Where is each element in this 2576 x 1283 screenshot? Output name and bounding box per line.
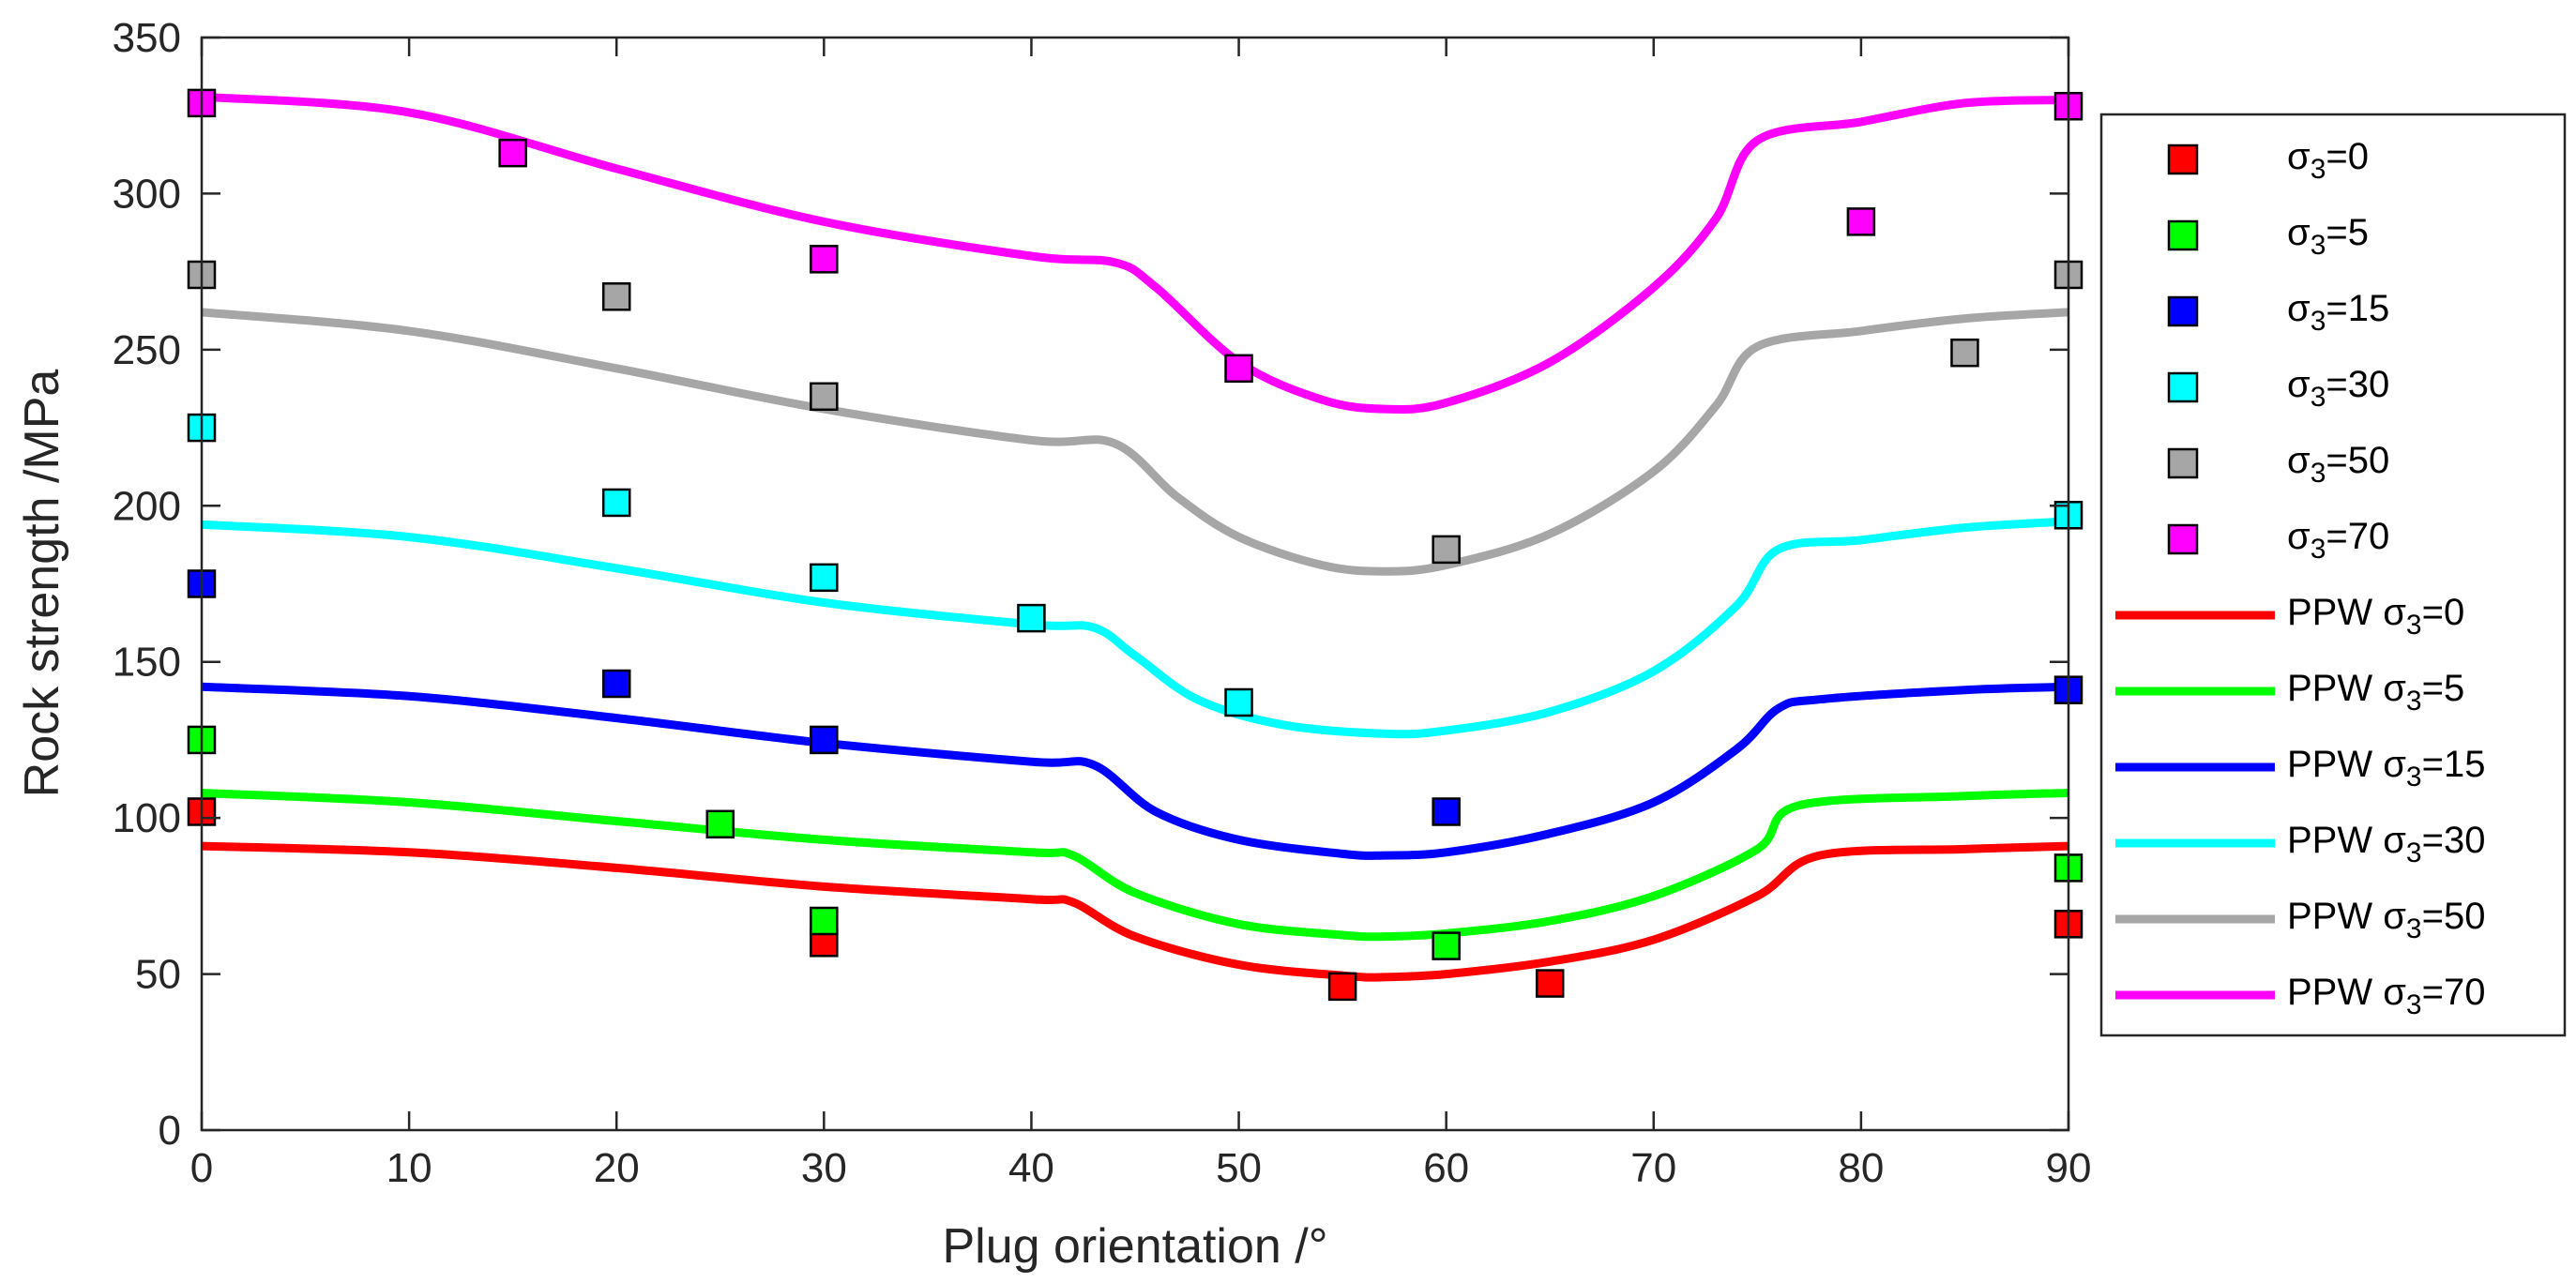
line-ppw-sigma3-15 bbox=[201, 682, 2069, 860]
y-tick-label: 50 bbox=[135, 952, 181, 998]
legend-label: σ3=50 bbox=[2287, 440, 2389, 489]
x-tick-label: 10 bbox=[386, 1145, 432, 1191]
legend-entry-sigma3-15: σ3=15 bbox=[2167, 288, 2389, 337]
legend-entry-ppw-sigma3-0: PPW σ3=0 bbox=[2115, 592, 2464, 641]
marker-sigma3-5 bbox=[810, 906, 839, 936]
legend-box bbox=[2099, 113, 2567, 1037]
marker-sigma3-0 bbox=[1327, 972, 1357, 1002]
marker-sigma3-50 bbox=[810, 382, 839, 412]
marker-sigma3-5 bbox=[1432, 931, 1461, 960]
marker-sigma3-5 bbox=[705, 809, 735, 839]
marker-sigma3-30 bbox=[601, 488, 631, 518]
legend: σ3=0 σ3=5 σ3=15 σ3=30 σ3=50 σ3=70 PPW σ3=0 PPW … bbox=[2099, 113, 2567, 1037]
marker-sigma3-0 bbox=[1535, 969, 1565, 998]
legend-label: PPW σ3=15 bbox=[2287, 744, 2485, 792]
legend-entry-ppw-sigma3-70: PPW σ3=70 bbox=[2115, 972, 2485, 1020]
x-tick-label: 50 bbox=[1216, 1145, 1262, 1191]
marker-sigma3-70 bbox=[498, 138, 527, 168]
legend-marker bbox=[2167, 523, 2199, 555]
marker-sigma3-70 bbox=[810, 245, 839, 274]
legend-marker bbox=[2167, 295, 2199, 327]
marker-sigma3-50 bbox=[1950, 338, 1979, 368]
marker-sigma3-50 bbox=[601, 282, 631, 311]
legend-entry-ppw-sigma3-30: PPW σ3=30 bbox=[2115, 820, 2485, 868]
x-axis-label: Plug orientation /° bbox=[942, 1219, 1327, 1274]
marker-sigma3-70 bbox=[1224, 354, 1253, 384]
legend-label: PPW σ3=30 bbox=[2287, 820, 2485, 868]
legend-label: PPW σ3=70 bbox=[2287, 972, 2485, 1020]
marker-sigma3-15 bbox=[1432, 797, 1461, 826]
series-lines bbox=[201, 92, 2069, 982]
legend-marker bbox=[2167, 447, 2199, 479]
y-tick-label: 300 bbox=[113, 171, 181, 217]
legend-label: σ3=15 bbox=[2287, 288, 2389, 337]
legend-entry-sigma3-30: σ3=30 bbox=[2167, 364, 2389, 413]
x-tick-label: 90 bbox=[2046, 1145, 2092, 1191]
legend-label: σ3=0 bbox=[2287, 136, 2369, 185]
axes bbox=[200, 36, 2070, 1132]
marker-sigma3-30 bbox=[810, 563, 839, 593]
line-ppw-sigma3-70 bbox=[201, 92, 2069, 414]
y-tick-label: 100 bbox=[113, 795, 181, 841]
legend-label: PPW σ3=50 bbox=[2287, 896, 2485, 944]
legend-entry-sigma3-5: σ3=5 bbox=[2167, 212, 2369, 261]
legend-entry-ppw-sigma3-50: PPW σ3=50 bbox=[2115, 896, 2485, 944]
marker-sigma3-70 bbox=[1846, 207, 1876, 236]
x-tick-label: 70 bbox=[1630, 1145, 1676, 1191]
line-ppw-sigma3-30 bbox=[201, 517, 2069, 739]
line-ppw-sigma3-0 bbox=[201, 841, 2069, 982]
x-axis-ticks: 0 10 20 30 40 50 60 70 80 90 bbox=[190, 38, 2092, 1191]
legend-label: σ3=70 bbox=[2287, 516, 2389, 565]
y-tick-label: 0 bbox=[159, 1108, 181, 1154]
x-tick-label: 40 bbox=[1008, 1145, 1054, 1191]
x-tick-label: 0 bbox=[190, 1145, 213, 1191]
legend-marker bbox=[2167, 143, 2199, 175]
marker-sigma3-30 bbox=[1017, 603, 1046, 633]
marker-sigma3-50 bbox=[1432, 535, 1461, 565]
legend-entry-sigma3-70: σ3=70 bbox=[2167, 516, 2389, 565]
y-axis-label: Rock strength /MPa bbox=[15, 370, 69, 798]
legend-entry-ppw-sigma3-15: PPW σ3=15 bbox=[2115, 744, 2485, 792]
legend-entry-ppw-sigma3-5: PPW σ3=5 bbox=[2115, 668, 2464, 717]
x-tick-label: 80 bbox=[1838, 1145, 1884, 1191]
legend-label: σ3=30 bbox=[2287, 364, 2389, 413]
marker-sigma3-30 bbox=[1224, 687, 1253, 717]
legend-label: PPW σ3=5 bbox=[2287, 668, 2464, 717]
y-tick-label: 200 bbox=[113, 483, 181, 529]
y-tick-label: 250 bbox=[113, 327, 181, 373]
legend-label: σ3=5 bbox=[2287, 212, 2369, 261]
line-ppw-sigma3-50 bbox=[201, 308, 2069, 576]
marker-sigma3-15 bbox=[810, 725, 839, 755]
plot-area-frame bbox=[200, 36, 2070, 1132]
line-ppw-sigma3-5 bbox=[201, 789, 2069, 942]
legend-label: PPW σ3=0 bbox=[2287, 592, 2464, 641]
y-axis-ticks: 0 50 100 150 200 250 300 350 bbox=[113, 15, 2068, 1154]
legend-marker bbox=[2167, 371, 2199, 403]
legend-marker bbox=[2167, 219, 2199, 251]
marker-sigma3-15 bbox=[601, 669, 631, 699]
legend-entry-sigma3-0: σ3=0 bbox=[2167, 136, 2369, 185]
y-tick-label: 150 bbox=[113, 640, 181, 686]
x-tick-label: 20 bbox=[594, 1145, 640, 1191]
x-tick-label: 60 bbox=[1423, 1145, 1469, 1191]
y-tick-label: 350 bbox=[113, 15, 181, 61]
legend-entry-sigma3-50: σ3=50 bbox=[2167, 440, 2389, 489]
x-tick-label: 30 bbox=[801, 1145, 847, 1191]
